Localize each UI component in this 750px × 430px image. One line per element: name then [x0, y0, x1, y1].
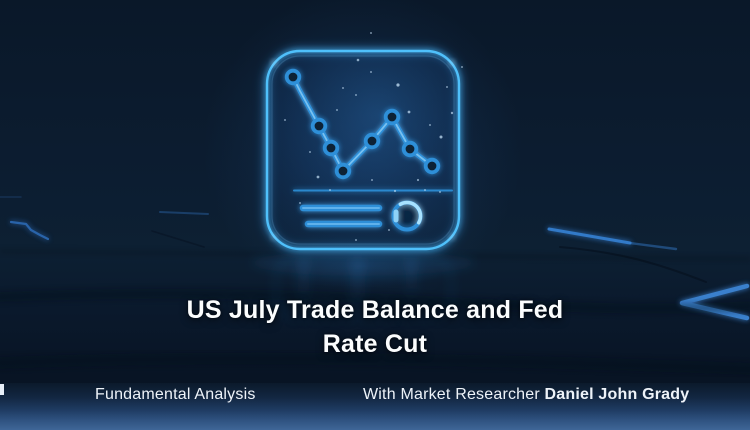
sparkle-dot: [309, 151, 311, 153]
chart-node-ring: [383, 108, 401, 126]
sparkle-dot: [461, 66, 463, 68]
headline: US July Trade Balance and Fed Rate Cut: [0, 293, 750, 361]
mid-left-trace: [159, 211, 209, 215]
byline: With Market Researcher Daniel John Grady: [363, 386, 689, 403]
chart-node-ring: [363, 132, 381, 150]
sparkle-dot: [316, 175, 320, 179]
left-zigzag-trace: [9, 220, 50, 241]
sparkle-dot: [393, 189, 397, 193]
tile-edge: [265, 49, 461, 251]
panel-glyphs: [293, 189, 453, 232]
dark-wave-band-1: [0, 288, 750, 314]
dark-wave-band-2: [0, 352, 750, 375]
reflection-pool: [251, 250, 475, 276]
sparkle-dot: [439, 135, 443, 139]
sparkle-dot: [446, 86, 448, 88]
tile-floor-reflection: [251, 250, 475, 320]
sparkle-dot: [388, 229, 390, 231]
chart-node-ring: [401, 140, 419, 158]
sparkle-dot: [329, 189, 331, 191]
category-label: Fundamental Analysis: [95, 386, 256, 403]
sparkle-dot: [416, 178, 420, 182]
tile-corner-highlight-tr: [450, 61, 454, 65]
sparkle-dot: [424, 189, 426, 191]
chart-node-ring: [334, 162, 352, 180]
tile-corner-highlight-tl: [272, 61, 276, 65]
mid-left-shadow-trace: [151, 230, 205, 248]
donut-inner-marker: [393, 209, 399, 223]
background-circuit-traces: [0, 196, 750, 375]
sparkle-dot: [439, 191, 441, 193]
sparkle-dot: [396, 83, 400, 87]
chart-node-ring: [284, 68, 302, 86]
right-trace-bright: [547, 227, 632, 245]
sparkle-dot: [407, 110, 411, 114]
sparkle-dot: [450, 111, 454, 115]
byline-prefix: With Market Researcher: [363, 386, 545, 403]
line-chart-glyph: [284, 68, 441, 180]
headline-line-1: US July Trade Balance and Fed: [186, 296, 564, 324]
chart-node-ring: [310, 117, 328, 135]
sparkle-dot: [356, 58, 360, 62]
sparkle-dot: [299, 202, 301, 204]
sparkle-dot: [284, 119, 286, 121]
sparkle-dot: [371, 179, 373, 181]
sparkle-dot: [429, 124, 431, 126]
chart-node-ring: [322, 139, 340, 157]
footer-left-tick: [0, 384, 4, 395]
reflection-streak-1: [298, 258, 309, 306]
tile-corner-highlight-bl: [272, 235, 276, 239]
sparkles: [284, 32, 463, 241]
headline-line-2: Rate Cut: [322, 330, 428, 358]
sparkle-dot: [342, 87, 344, 89]
tile-corner-highlight-br: [450, 235, 454, 239]
right-shadow-curve: [559, 246, 707, 283]
donut-highlight-arc: [398, 200, 423, 225]
researcher-name: Daniel John Grady: [544, 386, 690, 403]
sparkle-dot: [370, 71, 372, 73]
reflection-streak-3: [406, 258, 417, 300]
chart-node-ring: [423, 157, 441, 175]
tile-inner-edge: [271, 55, 455, 245]
sparkle-dot: [370, 32, 372, 34]
sparkle-dot: [355, 94, 357, 96]
chart-node-rings: [284, 68, 441, 180]
sparkle-dot: [336, 109, 338, 111]
footer-bar: Fundamental Analysis With Market Researc…: [0, 383, 750, 430]
sparkle-dot: [355, 239, 357, 241]
right-chevron-trace: [679, 283, 750, 321]
chart-tile-icon: [264, 32, 463, 252]
right-trace-fade: [628, 241, 678, 251]
